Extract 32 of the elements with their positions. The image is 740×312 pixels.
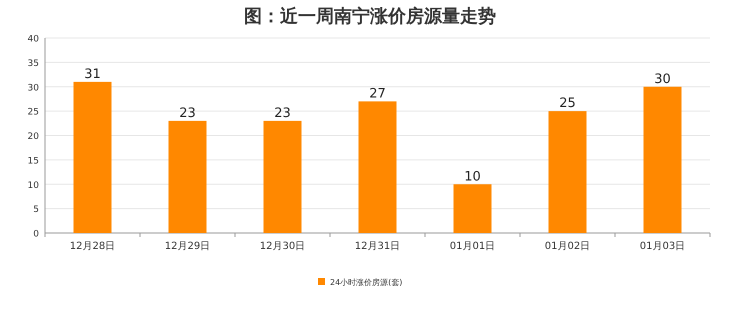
data-label: 23 — [274, 106, 291, 121]
y-tick-label: 0 — [33, 230, 40, 240]
y-tick-label: 25 — [28, 108, 39, 118]
bar — [168, 120, 206, 233]
x-tick-label: 12月29日 — [164, 241, 210, 252]
y-tick-label: 20 — [28, 132, 40, 142]
x-tick-label: 01月02日 — [544, 241, 590, 252]
data-label: 27 — [369, 86, 386, 102]
chart-title: 图：近一周南宁涨价房源量走势 — [244, 6, 496, 27]
y-tick-label: 10 — [28, 180, 40, 191]
x-tick-label: 12月28日 — [70, 241, 116, 252]
y-tick-label: 35 — [28, 58, 39, 69]
bar — [454, 184, 492, 233]
y-tick-label: 40 — [28, 34, 40, 44]
data-label: 23 — [179, 106, 196, 121]
y-tick-label: 30 — [28, 83, 40, 94]
bar — [74, 82, 112, 233]
x-tick-label: 12月30日 — [260, 241, 306, 252]
y-tick-label: 5 — [33, 205, 39, 216]
bar — [264, 120, 302, 233]
bar — [358, 101, 396, 233]
data-label: 25 — [559, 96, 576, 112]
data-label: 10 — [464, 169, 481, 184]
x-tick-label: 01月01日 — [450, 241, 496, 252]
x-tick-label: 12月31日 — [354, 241, 400, 252]
data-label: 31 — [84, 66, 101, 82]
y-tick-label: 15 — [28, 156, 39, 166]
legend-label: 24小时涨价房源(套) — [330, 278, 402, 287]
x-tick-label: 01月03日 — [640, 241, 686, 252]
data-label: 30 — [654, 72, 671, 87]
bar — [548, 111, 586, 233]
bar — [644, 86, 682, 233]
